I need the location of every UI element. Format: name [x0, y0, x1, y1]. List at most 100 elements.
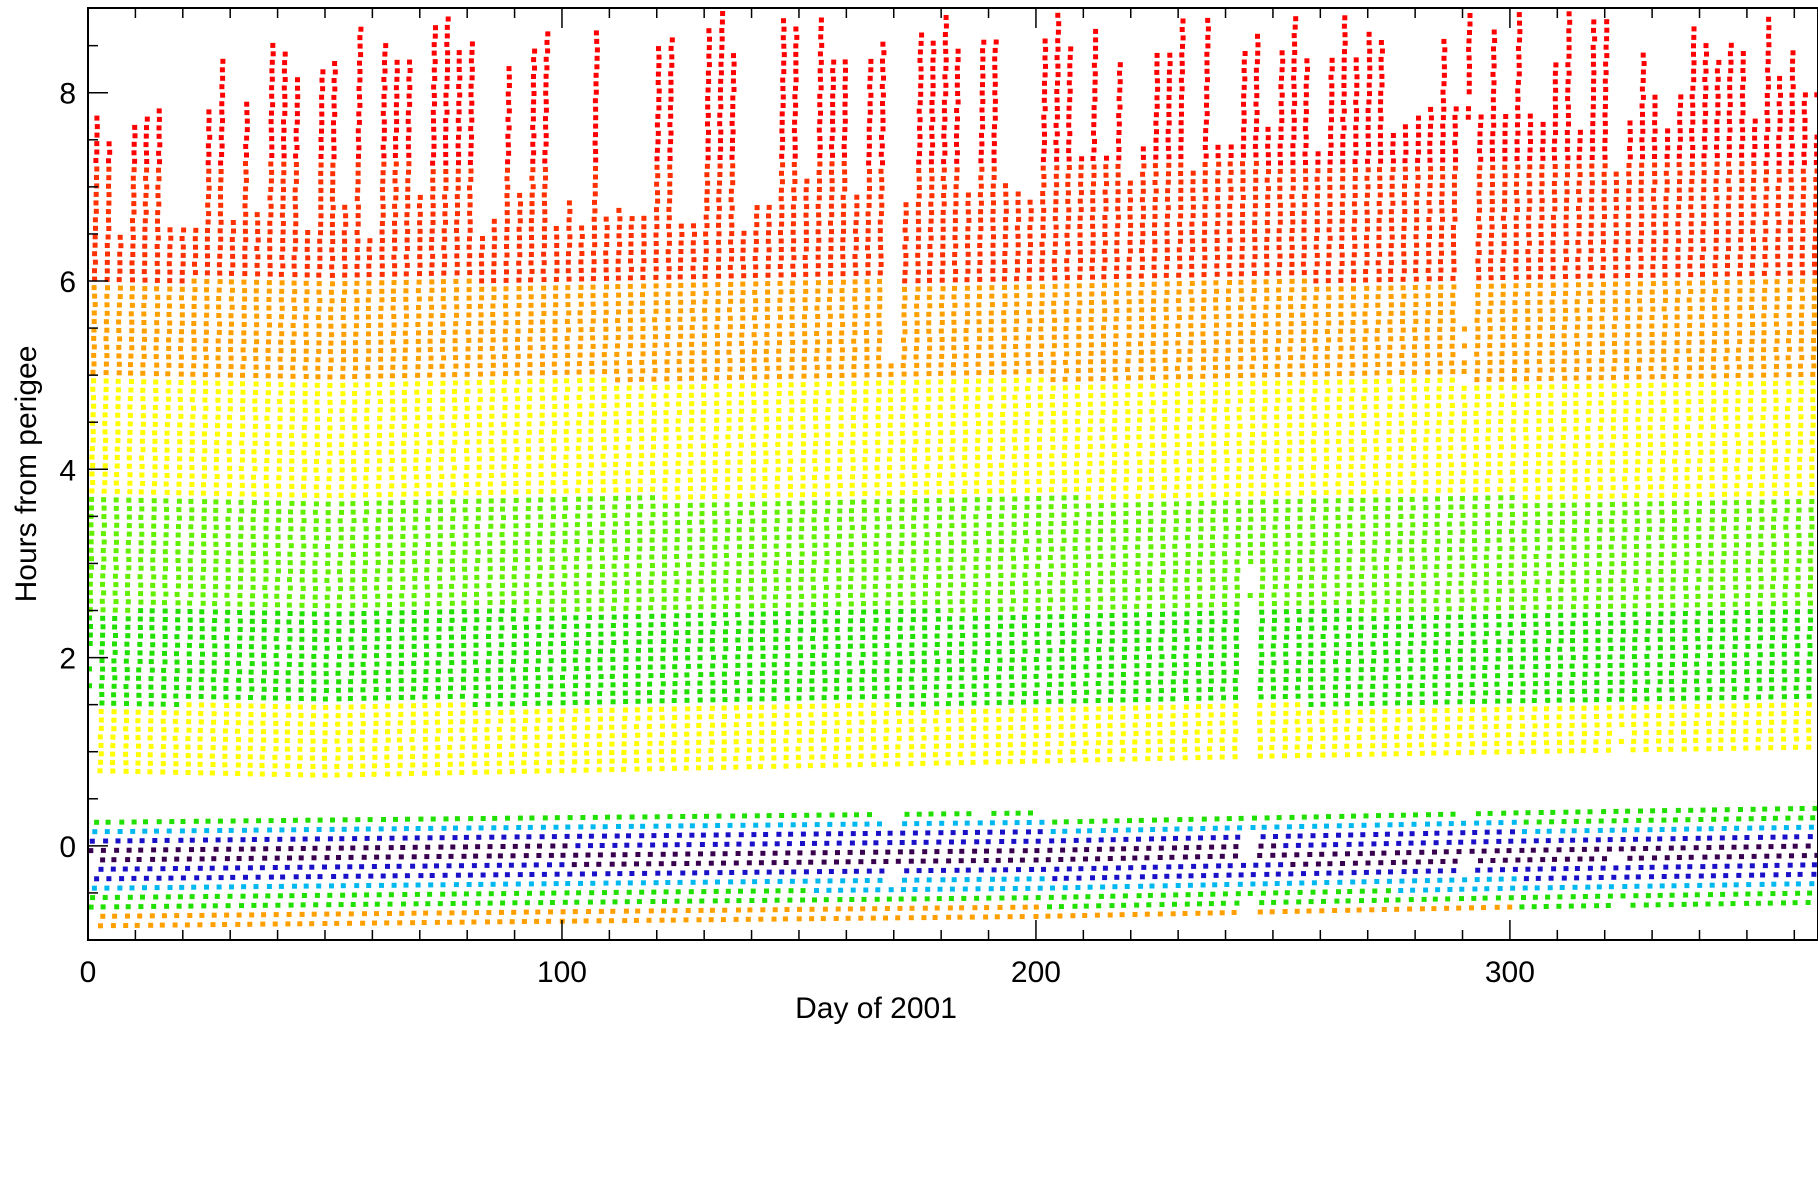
data-point — [450, 456, 456, 462]
data-point — [747, 679, 753, 685]
data-point — [191, 312, 197, 318]
data-point — [650, 461, 656, 467]
data-point — [747, 713, 753, 719]
data-point — [455, 177, 461, 183]
data-point — [529, 209, 535, 215]
data-point — [263, 593, 269, 599]
data-point — [762, 501, 768, 507]
data-point — [774, 518, 780, 524]
data-point — [377, 424, 383, 430]
data-point — [315, 315, 321, 320]
data-point — [585, 682, 591, 688]
data-point — [528, 302, 534, 308]
data-point — [526, 421, 532, 427]
data-point — [447, 761, 453, 767]
data-point — [244, 101, 250, 107]
data-point — [319, 94, 325, 100]
data-point — [811, 619, 817, 625]
data-point — [164, 439, 170, 445]
data-point — [249, 635, 255, 641]
data-point — [131, 201, 137, 207]
data-point — [897, 583, 903, 589]
data-point — [100, 607, 106, 613]
data-point — [280, 195, 286, 201]
data-point — [486, 583, 492, 589]
data-point — [714, 341, 720, 347]
data-point — [106, 226, 112, 231]
data-point — [242, 228, 248, 234]
data-point — [523, 582, 529, 588]
data-point — [885, 617, 891, 623]
data-point — [223, 686, 229, 691]
data-point — [551, 429, 557, 435]
data-point — [190, 388, 196, 394]
data-point — [275, 619, 281, 625]
data-point — [803, 187, 809, 193]
data-point — [525, 514, 531, 520]
data-point — [718, 78, 724, 84]
data-point — [455, 211, 460, 217]
data-point — [502, 379, 508, 385]
data-point — [135, 718, 141, 724]
data-point — [268, 178, 274, 184]
data-point — [447, 727, 453, 733]
data-point — [394, 127, 399, 133]
data-point — [524, 590, 530, 596]
data-point — [871, 677, 877, 683]
data-point — [477, 337, 483, 343]
data-point — [772, 653, 778, 659]
data-point — [737, 451, 743, 457]
data-point — [592, 225, 597, 231]
data-point — [456, 134, 461, 140]
data-point — [362, 602, 368, 608]
data-point — [733, 739, 739, 745]
data-point — [830, 68, 836, 74]
data-point — [811, 585, 817, 591]
data-point — [625, 512, 631, 518]
data-point — [677, 376, 683, 382]
data-point — [389, 441, 395, 447]
data-point — [97, 734, 103, 740]
data-point — [476, 380, 482, 385]
data-point — [400, 525, 406, 531]
data-point — [837, 483, 843, 488]
data-point — [497, 752, 502, 758]
data-point — [779, 153, 785, 159]
data-point — [873, 550, 879, 555]
data-point — [687, 486, 693, 491]
data-point — [178, 337, 184, 343]
data-point — [397, 728, 403, 734]
data-point — [666, 266, 672, 272]
data-point — [664, 367, 670, 373]
data-point — [130, 277, 135, 283]
data-point — [714, 375, 720, 381]
data-point — [716, 248, 722, 254]
data-point — [535, 692, 540, 698]
data-point — [721, 756, 727, 762]
data-point — [440, 296, 446, 302]
data-point — [553, 293, 559, 299]
data-point — [176, 498, 182, 504]
data-point — [802, 348, 808, 354]
data-point — [740, 366, 745, 372]
data-point — [746, 738, 752, 744]
data-point — [405, 135, 411, 141]
data-point — [334, 738, 340, 744]
data-point — [715, 333, 720, 338]
data-point — [588, 420, 594, 426]
data-point — [825, 449, 831, 455]
data-point — [699, 545, 705, 550]
data-point — [286, 661, 292, 667]
data-point — [366, 331, 371, 337]
data-point — [441, 228, 447, 234]
data-point — [445, 58, 450, 64]
data-point — [550, 522, 556, 528]
data-point — [217, 245, 223, 251]
data-point — [771, 687, 777, 693]
data-point — [269, 85, 275, 91]
data-point — [272, 712, 278, 718]
data-point — [684, 672, 690, 678]
data-point — [564, 319, 570, 324]
data-point — [363, 543, 369, 549]
data-point — [350, 492, 356, 498]
